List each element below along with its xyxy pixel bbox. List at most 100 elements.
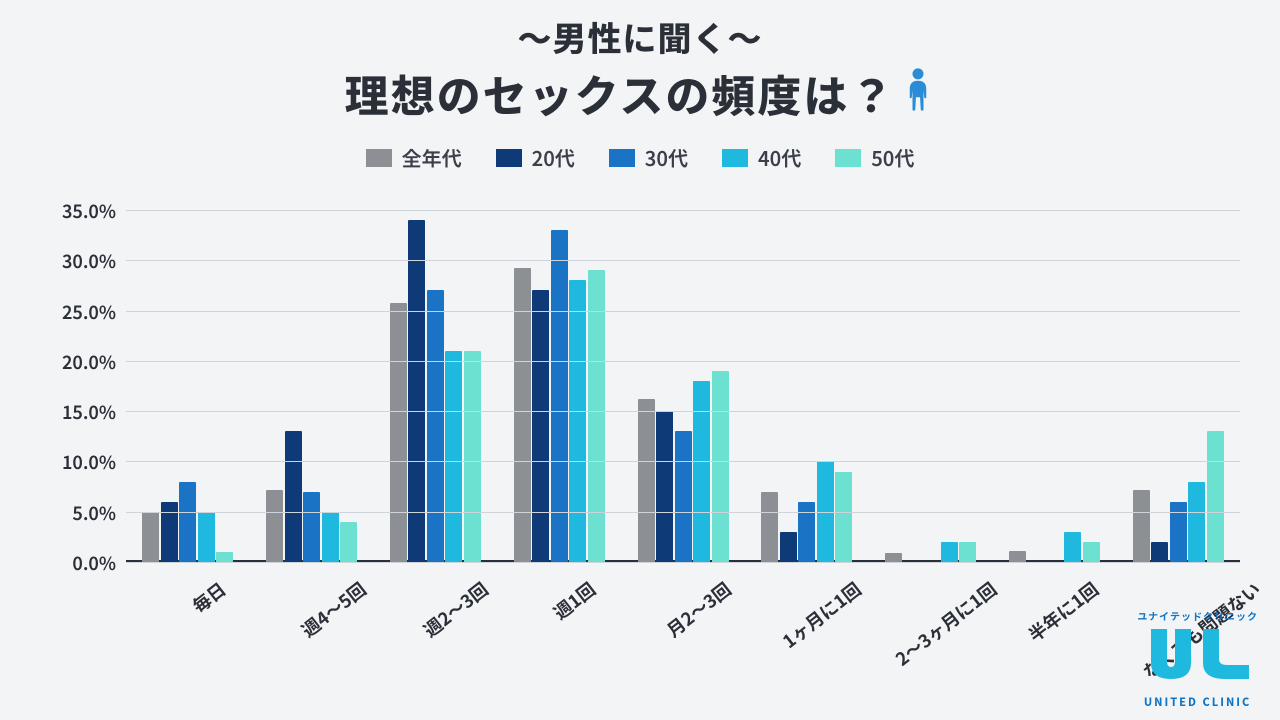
grid-line: 35.0% [126,210,1240,211]
legend-label: 30代 [645,143,688,172]
bar-group [250,210,374,562]
x-axis-label: 1ヶ月に1回 [777,576,866,654]
bar [390,303,407,562]
y-axis-label: 5.0% [72,500,116,526]
legend-label: 20代 [532,143,575,172]
x-label-cell: 1ヶ月に1回 [733,572,854,598]
bar [142,512,159,562]
bar [179,482,196,562]
bar [761,492,778,562]
bar [266,490,283,562]
bar [303,492,320,562]
legend-swatch [835,149,861,167]
legend-item: 50代 [835,143,914,172]
title-main-text: 理想のセックスの頻度は？ [345,61,896,125]
bar [941,542,958,562]
chart-plot-area: 0.0% 5.0% 10.0% 15.0% 20.0% 25.0% 30.0% 35.0% [126,210,1240,562]
bar [285,431,302,562]
bar-groups [126,210,1240,562]
bar [532,290,549,562]
legend-swatch [496,149,522,167]
bar [408,220,425,562]
x-label-cell: 週2〜3回 [369,572,490,598]
bar [885,553,902,562]
x-axis-label: 週2〜3回 [418,576,493,643]
bar [1009,551,1026,562]
y-axis-label: 20.0% [62,349,116,375]
title-subline: 〜男性に聞く〜 [0,12,1280,61]
y-axis-label: 10.0% [62,449,116,475]
bar-group [497,210,621,562]
bar [340,522,357,562]
title-mainline: 理想のセックスの頻度は？ [345,61,936,125]
bar [780,532,797,562]
bar-group [374,210,498,562]
bar-group [992,210,1116,562]
legend-item: 40代 [722,143,801,172]
bar [959,542,976,562]
bar [464,351,481,562]
x-axis-label: 週1回 [547,576,600,625]
logo-en: UNITED CLINIC [1137,694,1258,710]
grid-line: 25.0% [126,311,1240,312]
grid-line: 0.0% [126,562,1240,563]
bar [638,399,655,562]
y-axis-label: 25.0% [62,299,116,325]
bar [693,381,710,562]
brand-logo: ユナイテッドクリニック UNITED CLINIC [1137,608,1258,710]
bar [675,431,692,562]
x-axis-label: 毎日 [186,576,230,619]
legend-label: 全年代 [402,143,462,172]
bar [1188,482,1205,562]
title-block: 〜男性に聞く〜 理想のセックスの頻度は？ [0,0,1280,125]
legend-item: 30代 [609,143,688,172]
legend-swatch [609,149,635,167]
bar-group [1116,210,1240,562]
logo-kana: ユナイテッドクリニック [1137,608,1258,623]
bar [322,512,339,562]
x-label-cell: なくても問題ない [1097,572,1240,598]
x-label-cell: 週1回 [490,572,611,598]
y-axis-label: 15.0% [62,399,116,425]
bar [656,411,673,562]
bar [588,270,605,562]
bar [216,552,233,562]
bar-group [621,210,745,562]
chart-legend: 全年代 20代 30代 40代 50代 [0,143,1280,172]
legend-label: 50代 [871,143,914,172]
bar [514,268,531,562]
x-axis-label: 週4〜5回 [296,576,371,643]
man-icon [901,63,935,124]
legend-item: 20代 [496,143,575,172]
x-label-cell: 週4〜5回 [247,572,368,598]
legend-item: 全年代 [366,143,462,172]
logo-mark-icon [1143,625,1253,687]
bar [569,280,586,562]
bar [427,290,444,562]
bar [1151,542,1168,562]
bar-group [869,210,993,562]
legend-label: 40代 [758,143,801,172]
bar [1083,542,1100,562]
bar [712,371,729,562]
bar-group [745,210,869,562]
x-axis-label: 月2〜3回 [661,576,736,643]
grid-line: 30.0% [126,260,1240,261]
bar [1207,431,1224,562]
legend-swatch [722,149,748,167]
grid-line: 10.0% [126,461,1240,462]
y-axis-label: 35.0% [62,198,116,224]
bar [835,472,852,563]
grid-line: 5.0% [126,512,1240,513]
grid-line: 15.0% [126,411,1240,412]
x-label-cell: 月2〜3回 [612,572,733,598]
bar [1133,490,1150,562]
x-label-cell: 2〜3ヶ月に1回 [854,572,976,598]
x-axis-label: 2〜3ヶ月に1回 [890,576,1002,672]
bar-chart: 0.0%5.0%10.0%15.0%20.0%25.0%30.0%35.0% 毎… [48,210,1240,562]
bar [198,512,215,562]
bar [1064,532,1081,562]
grid-line: 20.0% [126,361,1240,362]
x-axis-labels: 毎日週4〜5回週2〜3回週1回月2〜3回1ヶ月に1回2〜3ヶ月に1回半年に1回な… [126,572,1240,598]
bar [445,351,462,562]
